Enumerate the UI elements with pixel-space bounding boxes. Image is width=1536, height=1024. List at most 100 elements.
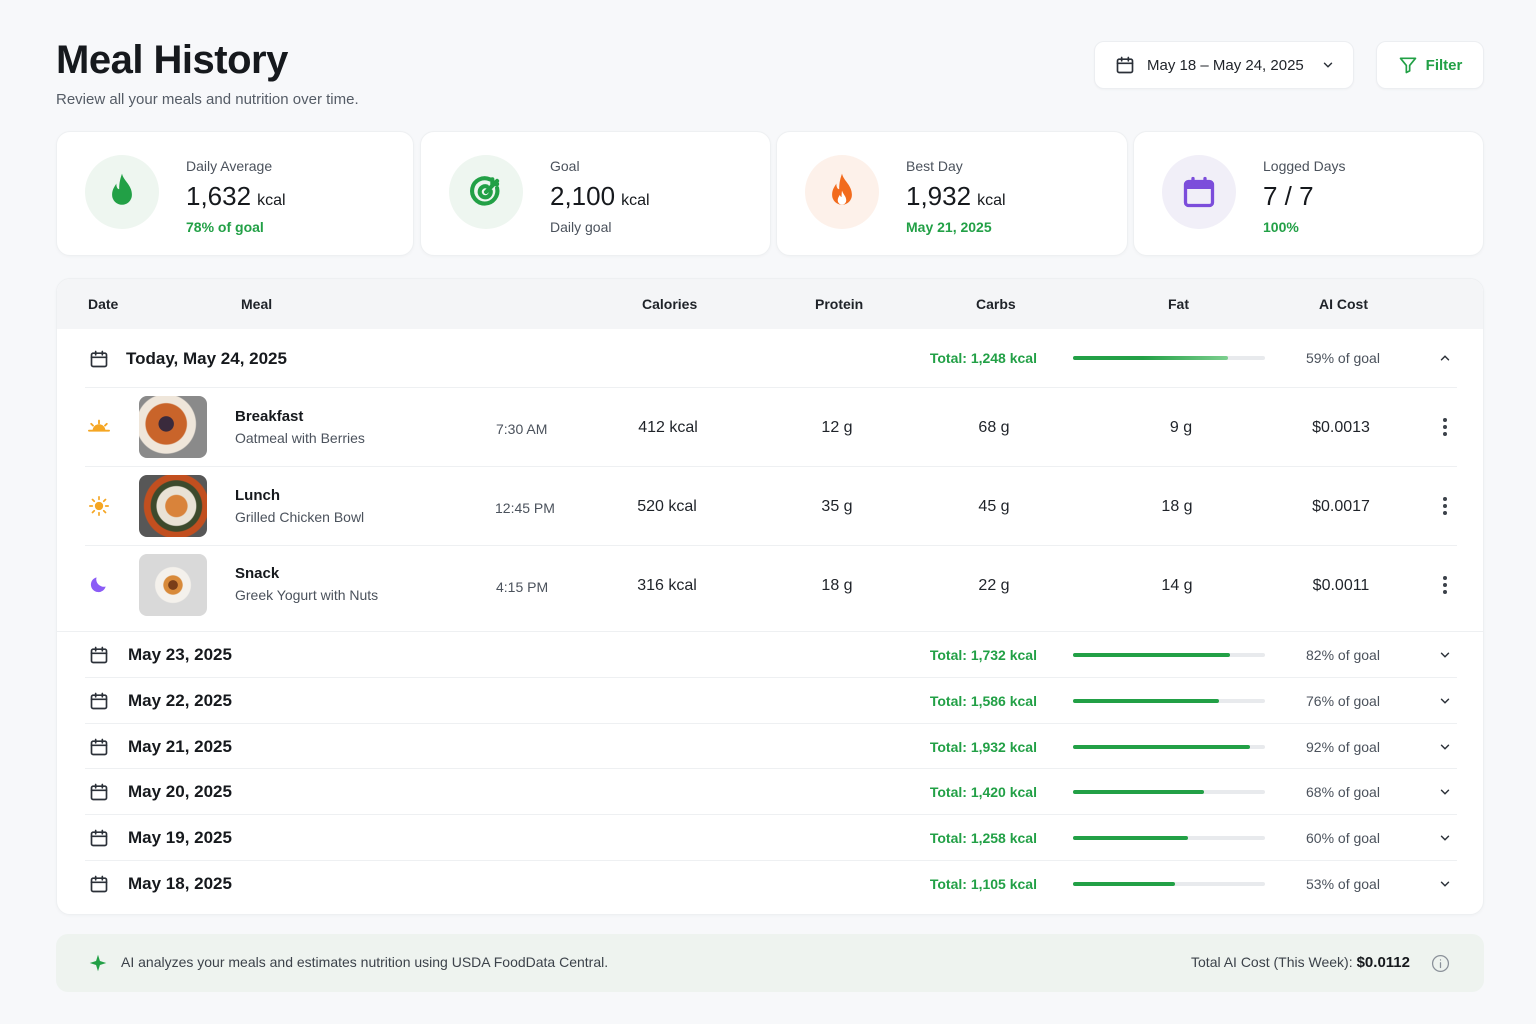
day-title: May 23, 2025 <box>128 645 232 664</box>
stat-value: 1,632 kcal <box>186 181 286 212</box>
stat-value-unit: kcal <box>621 192 650 209</box>
ai-note: AI analyzes your meals and estimates nut… <box>121 954 609 970</box>
stat-sub: 100% <box>1263 219 1299 235</box>
ai-footer: AI analyzes your meals and estimates nut… <box>56 934 1484 992</box>
meal-ai-cost: $0.0017 <box>1312 498 1370 515</box>
meal-protein: 35 g <box>821 498 853 515</box>
day-row[interactable]: May 18, 2025 Total: 1,105 kcal 53% of go… <box>57 861 1483 907</box>
day-row[interactable]: May 21, 2025 Total: 1,932 kcal 92% of go… <box>57 724 1483 770</box>
day-header-row[interactable]: Today, May 24, 2025 Total: 1,248 kcal 59… <box>57 329 1483 387</box>
day-progress-bar <box>1073 699 1265 703</box>
total-ai-cost-value: $0.0112 <box>1356 954 1410 971</box>
stat-sub: 78% of goal <box>186 219 264 235</box>
meal-calories: 316 kcal <box>637 577 697 594</box>
chevron-down-icon[interactable] <box>1438 877 1452 891</box>
meal-description: Oatmeal with Berries <box>235 430 365 446</box>
day-progress-bar <box>1073 745 1265 749</box>
date-range-label: May 18 – May 24, 2025 <box>1147 56 1304 74</box>
day-goal-percent: 60% of goal <box>1306 830 1380 846</box>
column-header-calories: Calories <box>642 296 698 312</box>
day-row[interactable]: May 19, 2025 Total: 1,258 kcal 60% of go… <box>57 815 1483 861</box>
row-divider <box>85 814 1457 815</box>
stat-label: Best Day <box>906 158 963 174</box>
chevron-down-icon <box>1323 62 1333 68</box>
filter-icon <box>1399 57 1416 74</box>
chevron-down-icon[interactable] <box>1438 740 1452 754</box>
calendar-icon <box>1183 176 1215 208</box>
meal-photo-oatmeal <box>139 396 207 458</box>
meal-name: Snack <box>235 565 280 582</box>
meal-carbs: 22 g <box>978 577 1010 594</box>
day-row[interactable]: May 22, 2025 Total: 1,586 kcal 76% of go… <box>57 678 1483 724</box>
stat-sub: Daily goal <box>550 219 612 235</box>
column-header-protein: Protein <box>815 296 864 312</box>
stat-value-number: 7 / 7 <box>1263 181 1314 211</box>
day-row[interactable]: May 20, 2025 Total: 1,420 kcal 68% of go… <box>57 769 1483 815</box>
day-progress-fill <box>1073 699 1219 703</box>
meal-calories: 412 kcal <box>638 419 698 436</box>
chevron-down-icon[interactable] <box>1438 831 1452 845</box>
row-divider <box>85 723 1457 724</box>
day-total: Total: 1,732 kcal <box>929 647 1037 663</box>
meal-name: Breakfast <box>235 408 304 425</box>
meal-time: 4:15 PM <box>496 579 549 595</box>
stat-label: Goal <box>550 158 580 174</box>
stat-card-logged-days: Logged Days 7 / 7 100% <box>1133 131 1484 256</box>
meal-row-lunch[interactable]: Lunch Grilled Chicken Bowl 12:45 PM 520 … <box>57 467 1483 545</box>
sun-icon <box>89 496 109 516</box>
day-total: Total: 1,586 kcal <box>929 693 1037 709</box>
info-icon[interactable] <box>1431 954 1450 973</box>
sunrise-icon <box>88 419 110 432</box>
chevron-up-icon[interactable] <box>1438 351 1452 365</box>
day-progress-bar <box>1073 836 1265 840</box>
column-header-date: Date <box>88 296 119 312</box>
meal-time: 7:30 AM <box>496 421 548 437</box>
calendar-icon <box>90 350 108 368</box>
meal-row-breakfast[interactable]: Breakfast Oatmeal with Berries 7:30 AM 4… <box>57 388 1483 466</box>
stat-value-number: 1,932 <box>906 181 972 211</box>
day-progress-bar <box>1073 356 1265 360</box>
calendar-icon <box>90 829 108 847</box>
more-options-icon[interactable] <box>1443 418 1447 439</box>
day-row[interactable]: May 23, 2025 Total: 1,732 kcal 82% of go… <box>57 632 1483 678</box>
more-options-icon[interactable] <box>1443 576 1447 597</box>
row-divider <box>85 545 1457 546</box>
chevron-down-icon[interactable] <box>1438 785 1452 799</box>
meal-protein: 18 g <box>821 577 853 594</box>
day-goal-percent: 68% of goal <box>1306 784 1380 800</box>
day-title: May 20, 2025 <box>128 782 232 801</box>
meal-time: 12:45 PM <box>495 500 555 516</box>
stat-label: Logged Days <box>1263 158 1346 174</box>
chevron-down-icon[interactable] <box>1438 648 1452 662</box>
total-ai-cost: Total AI Cost (This Week): $0.0112 <box>1191 954 1410 971</box>
moon-icon <box>90 577 106 593</box>
meal-ai-cost: $0.0011 <box>1312 577 1370 594</box>
stat-value: 7 / 7 <box>1263 181 1314 212</box>
flame-icon <box>112 173 132 205</box>
stat-value-number: 2,100 <box>550 181 616 211</box>
chevron-down-icon[interactable] <box>1438 694 1452 708</box>
day-group-today: Today, May 24, 2025 Total: 1,248 kcal 59… <box>57 329 1483 631</box>
calendar-icon <box>90 875 108 893</box>
day-goal-percent: 92% of goal <box>1306 739 1380 755</box>
more-options-icon[interactable] <box>1443 497 1447 518</box>
calendar-icon <box>90 692 108 710</box>
stat-icon-circle <box>449 155 523 229</box>
stat-sub: May 21, 2025 <box>906 219 992 235</box>
stat-value-number: 1,632 <box>186 181 252 211</box>
meal-row-snack[interactable]: Snack Greek Yogurt with Nuts 4:15 PM 316… <box>57 546 1483 626</box>
row-divider <box>85 677 1457 678</box>
total-ai-cost-label: Total AI Cost (This Week): <box>1191 954 1353 970</box>
row-divider <box>85 387 1457 388</box>
stat-card-daily-average: Daily Average 1,632 kcal 78% of goal <box>56 131 414 256</box>
target-icon <box>470 176 500 206</box>
day-progress-fill <box>1073 356 1228 360</box>
row-divider <box>85 768 1457 769</box>
meal-photo-yogurt <box>139 554 207 616</box>
day-goal-percent: 53% of goal <box>1306 876 1380 892</box>
meal-description: Greek Yogurt with Nuts <box>235 587 379 603</box>
day-progress-fill <box>1073 882 1175 886</box>
date-range-picker[interactable]: May 18 – May 24, 2025 <box>1094 41 1354 89</box>
day-progress-fill <box>1073 653 1230 657</box>
filter-button[interactable]: Filter <box>1376 41 1484 89</box>
